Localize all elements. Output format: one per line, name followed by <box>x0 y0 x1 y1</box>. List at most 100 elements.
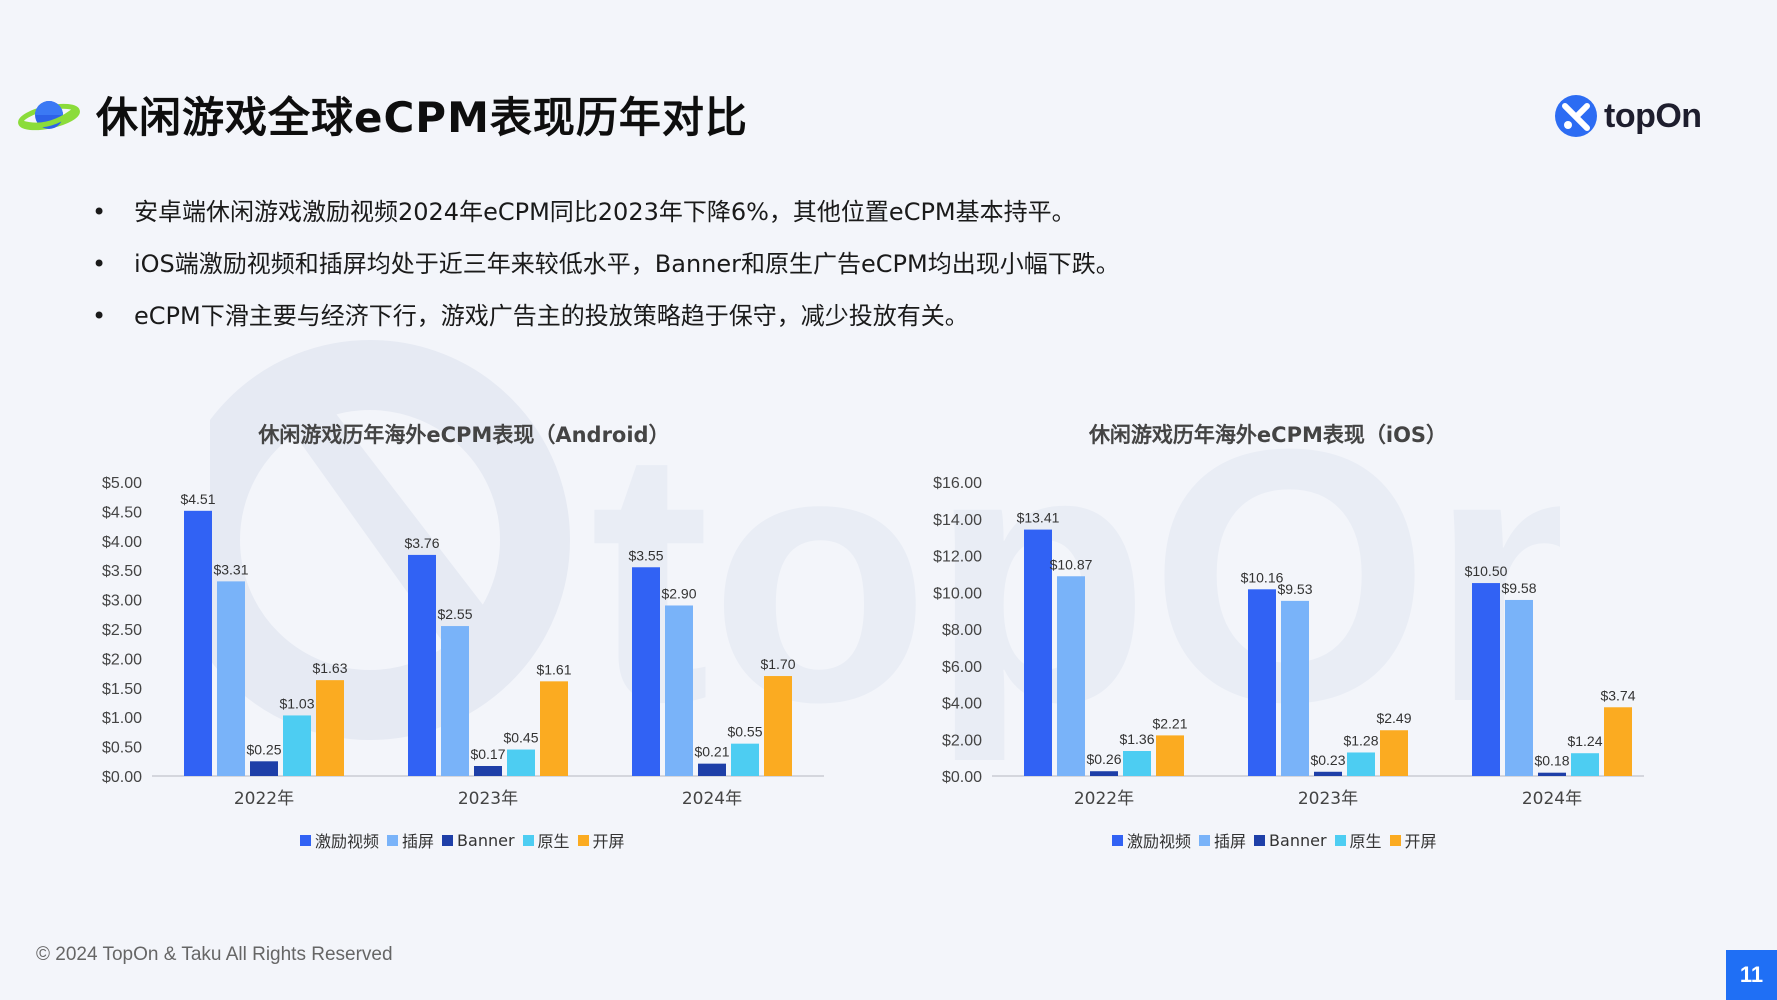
y-tick-label: $1.00 <box>102 710 142 727</box>
x-tick-label: 2022年 <box>1074 789 1134 809</box>
data-label: $2.90 <box>661 585 696 601</box>
bar <box>1380 730 1408 776</box>
bar <box>408 554 436 776</box>
data-label: $0.45 <box>503 730 538 746</box>
topon-logo-icon <box>1555 95 1597 137</box>
android-legend: 激励视频 插屏 Banner 原生 开屏 <box>300 828 625 852</box>
legend-label: 激励视频 <box>315 832 380 851</box>
legend-item: Banner <box>1254 828 1327 852</box>
x-tick-label: 2022年 <box>234 789 294 809</box>
chart-title: 休闲游戏历年海外eCPM表现（Android） <box>257 423 669 447</box>
y-tick-label: $0.00 <box>942 769 982 786</box>
y-tick-label: $0.50 <box>102 740 142 757</box>
legend-swatch <box>442 834 454 846</box>
data-label: $1.24 <box>1567 733 1602 749</box>
bar <box>1347 752 1375 776</box>
legend-label: Banner <box>1269 830 1327 850</box>
y-tick-label: $3.50 <box>102 563 142 580</box>
bar <box>1281 600 1309 776</box>
copyright-footer: © 2024 TopOn & Taku All Rights Reserved <box>36 944 393 965</box>
y-tick-label: $5.00 <box>102 475 142 492</box>
legend-swatch <box>1389 834 1401 846</box>
x-tick-label: 2024年 <box>1522 789 1582 809</box>
legend-item: 开屏 <box>577 828 625 852</box>
ios-legend: 激励视频 插屏 Banner 原生 开屏 <box>1112 828 1437 852</box>
y-tick-label: $4.00 <box>942 696 982 713</box>
bullet-text: eCPM下滑主要与经济下行，游戏广告主的投放策略趋于保守，减少投放有关。 <box>134 302 969 330</box>
data-label: $3.55 <box>628 547 663 563</box>
bar <box>1472 583 1500 776</box>
y-tick-label: $4.50 <box>102 504 142 521</box>
bullet-item: • eCPM下滑主要与经济下行，游戏广告主的投放策略趋于保守，减少投放有关。 <box>90 290 1120 342</box>
legend-label: 开屏 <box>1404 832 1437 851</box>
legend-swatch <box>522 834 534 846</box>
bar <box>1538 772 1566 776</box>
legend-swatch <box>300 834 311 846</box>
legend-label: Banner <box>457 830 515 850</box>
bullet-item: • 安卓端休闲游戏激励视频2024年eCPM同比2023年下降6%，其他位置eCP… <box>90 186 1120 238</box>
bar <box>474 766 502 776</box>
data-label: $3.31 <box>213 561 248 577</box>
data-label: $10.16 <box>1241 569 1284 585</box>
y-tick-label: $2.50 <box>102 622 142 639</box>
data-label: $1.28 <box>1343 732 1378 748</box>
legend-swatch <box>1112 834 1123 846</box>
x-tick-label: 2023年 <box>458 789 518 809</box>
y-tick-label: $0.00 <box>102 769 142 786</box>
planet-icon <box>18 100 80 130</box>
bar <box>1156 735 1184 776</box>
legend-label: 原生 <box>537 832 570 851</box>
bar <box>217 581 245 776</box>
legend-swatch <box>1254 834 1266 846</box>
data-label: $0.26 <box>1086 751 1121 767</box>
legend-label: 原生 <box>1349 832 1382 851</box>
bullet-list: • 安卓端休闲游戏激励视频2024年eCPM同比2023年下降6%，其他位置eCP… <box>90 186 1120 342</box>
data-label: $4.51 <box>180 491 215 507</box>
bar <box>184 510 212 776</box>
legend-item: 激励视频 <box>300 828 379 852</box>
data-label: $3.76 <box>404 535 439 551</box>
bar <box>1123 751 1151 776</box>
y-tick-label: $2.00 <box>102 651 142 668</box>
data-label: $0.18 <box>1534 753 1569 769</box>
legend-item: 原生 <box>522 828 570 852</box>
data-label: $0.23 <box>1310 752 1345 768</box>
legend-label: 激励视频 <box>1127 832 1192 851</box>
y-tick-label: $12.00 <box>933 549 982 566</box>
logo-text: topOn <box>1604 96 1702 135</box>
y-tick-label: $1.50 <box>102 681 142 698</box>
bullet-dot: • <box>92 198 107 226</box>
bar <box>1571 753 1599 776</box>
data-label: $2.55 <box>437 606 472 622</box>
y-tick-label: $14.00 <box>933 512 982 529</box>
legend-label: 插屏 <box>402 832 435 851</box>
bar <box>731 743 759 776</box>
bar <box>1604 707 1632 776</box>
y-tick-label: $8.00 <box>942 622 982 639</box>
bar <box>764 676 792 776</box>
ios-ecpm-chart: 休闲游戏历年海外eCPM表现（iOS） $0.00 $2.00 $4.00 $6.00 $… <box>933 423 1644 809</box>
legend-swatch <box>387 834 399 846</box>
legend-label: 开屏 <box>592 832 625 851</box>
topon-logo: topOn <box>1552 92 1702 140</box>
bar <box>1057 576 1085 776</box>
x-tick-label: 2023年 <box>1298 789 1358 809</box>
bullet-text: iOS端激励视频和插屏均处于近三年来较低水平，Banner和原生广告eCPM均出… <box>134 250 1120 278</box>
page-number: 11 <box>1726 950 1777 1000</box>
bullet-text: 安卓端休闲游戏激励视频2024年eCPM同比2023年下降6%，其他位置eCPM… <box>134 198 1076 226</box>
data-label: $2.49 <box>1376 710 1411 726</box>
legend-item: 激励视频 <box>1112 828 1191 852</box>
y-tick-label: $4.00 <box>102 534 142 551</box>
y-tick-label: $16.00 <box>933 475 982 492</box>
y-tick-label: $2.00 <box>942 732 982 749</box>
bar <box>540 681 568 776</box>
y-tick-label: $6.00 <box>942 659 982 676</box>
chart-title: 休闲游戏历年海外eCPM表现（iOS） <box>1088 423 1447 447</box>
bar <box>250 761 278 776</box>
data-label: $0.17 <box>470 746 505 762</box>
data-label: $1.36 <box>1119 731 1154 747</box>
data-label: $0.55 <box>727 724 762 740</box>
data-label: $2.21 <box>1152 715 1187 731</box>
bar <box>283 715 311 776</box>
bar <box>507 749 535 776</box>
